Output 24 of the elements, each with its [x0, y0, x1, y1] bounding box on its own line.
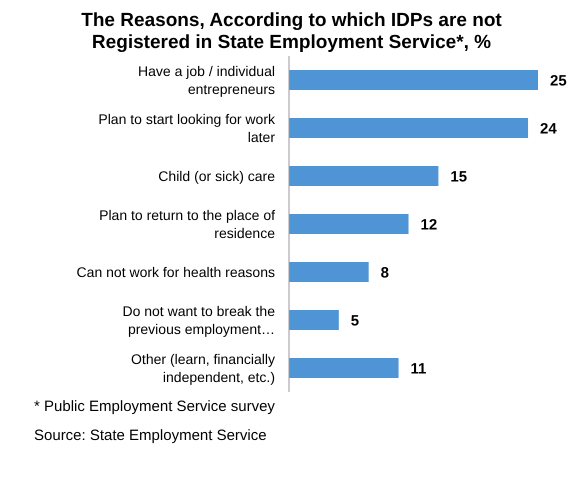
bar	[289, 166, 438, 186]
bar	[289, 310, 339, 330]
bar	[289, 214, 409, 234]
data-label: 11	[410, 360, 426, 378]
source-note: Source: State Employment Service	[34, 427, 268, 444]
y-tick-label: Child (or sick) care	[158, 168, 276, 184]
data-label: 24	[540, 120, 558, 138]
text: * Public Employment Service survey	[34, 398, 276, 415]
data-label: 5	[350, 312, 360, 330]
y-tick-label: Have a job / individual entrepreneurs	[138, 63, 275, 97]
y-tick-label: Plan to return to the place of residence	[99, 207, 276, 241]
y-tick-label: Do not want to break the previous employment…	[122, 303, 276, 337]
y-tick-label: Can not work for health reasons	[76, 264, 275, 280]
data-label: 15	[450, 168, 468, 186]
chart-title: The Reasons, According to which IDPs are not Registered in State Employment Service*, %	[80, 10, 503, 54]
data-label: 8	[380, 264, 390, 282]
bar	[289, 358, 399, 378]
data-label: 12	[420, 216, 438, 234]
bar	[289, 118, 528, 138]
bar	[289, 70, 538, 90]
y-tick-label: Other (learn, financially independent, etc.)	[131, 351, 275, 385]
bar	[289, 262, 369, 282]
y-tick-label: Plan to start looking for work later	[98, 111, 276, 145]
data-label: 25	[550, 72, 567, 90]
